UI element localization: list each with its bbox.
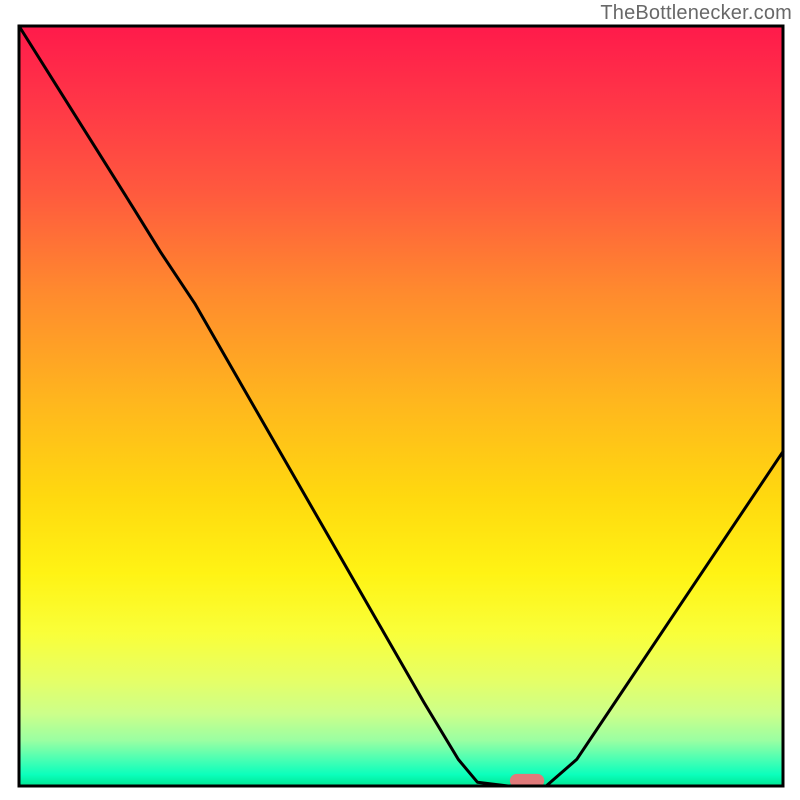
gradient-background — [19, 26, 783, 786]
watermark-text: TheBottlenecker.com — [600, 2, 792, 25]
bottleneck-chart — [0, 0, 800, 800]
chart-container: TheBottlenecker.com — [0, 0, 800, 800]
